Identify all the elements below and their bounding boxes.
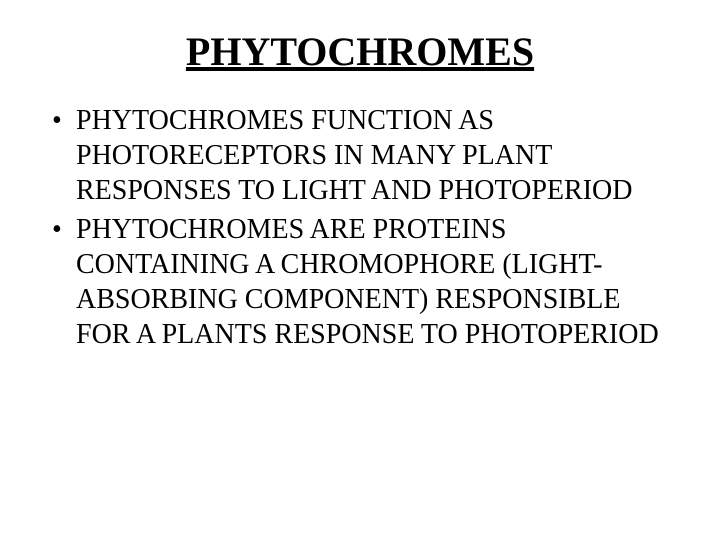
slide-title: PHYTOCHROMES bbox=[40, 28, 680, 75]
bullet-list: PHYTOCHROMES FUNCTION AS PHOTORECEPTORS … bbox=[40, 103, 680, 352]
bullet-text: PHYTOCHROMES ARE PROTEINS CONTAINING A C… bbox=[76, 214, 659, 350]
list-item: PHYTOCHROMES FUNCTION AS PHOTORECEPTORS … bbox=[48, 103, 680, 208]
bullet-text: PHYTOCHROMES FUNCTION AS PHOTORECEPTORS … bbox=[76, 105, 632, 206]
list-item: PHYTOCHROMES ARE PROTEINS CONTAINING A C… bbox=[48, 212, 680, 352]
